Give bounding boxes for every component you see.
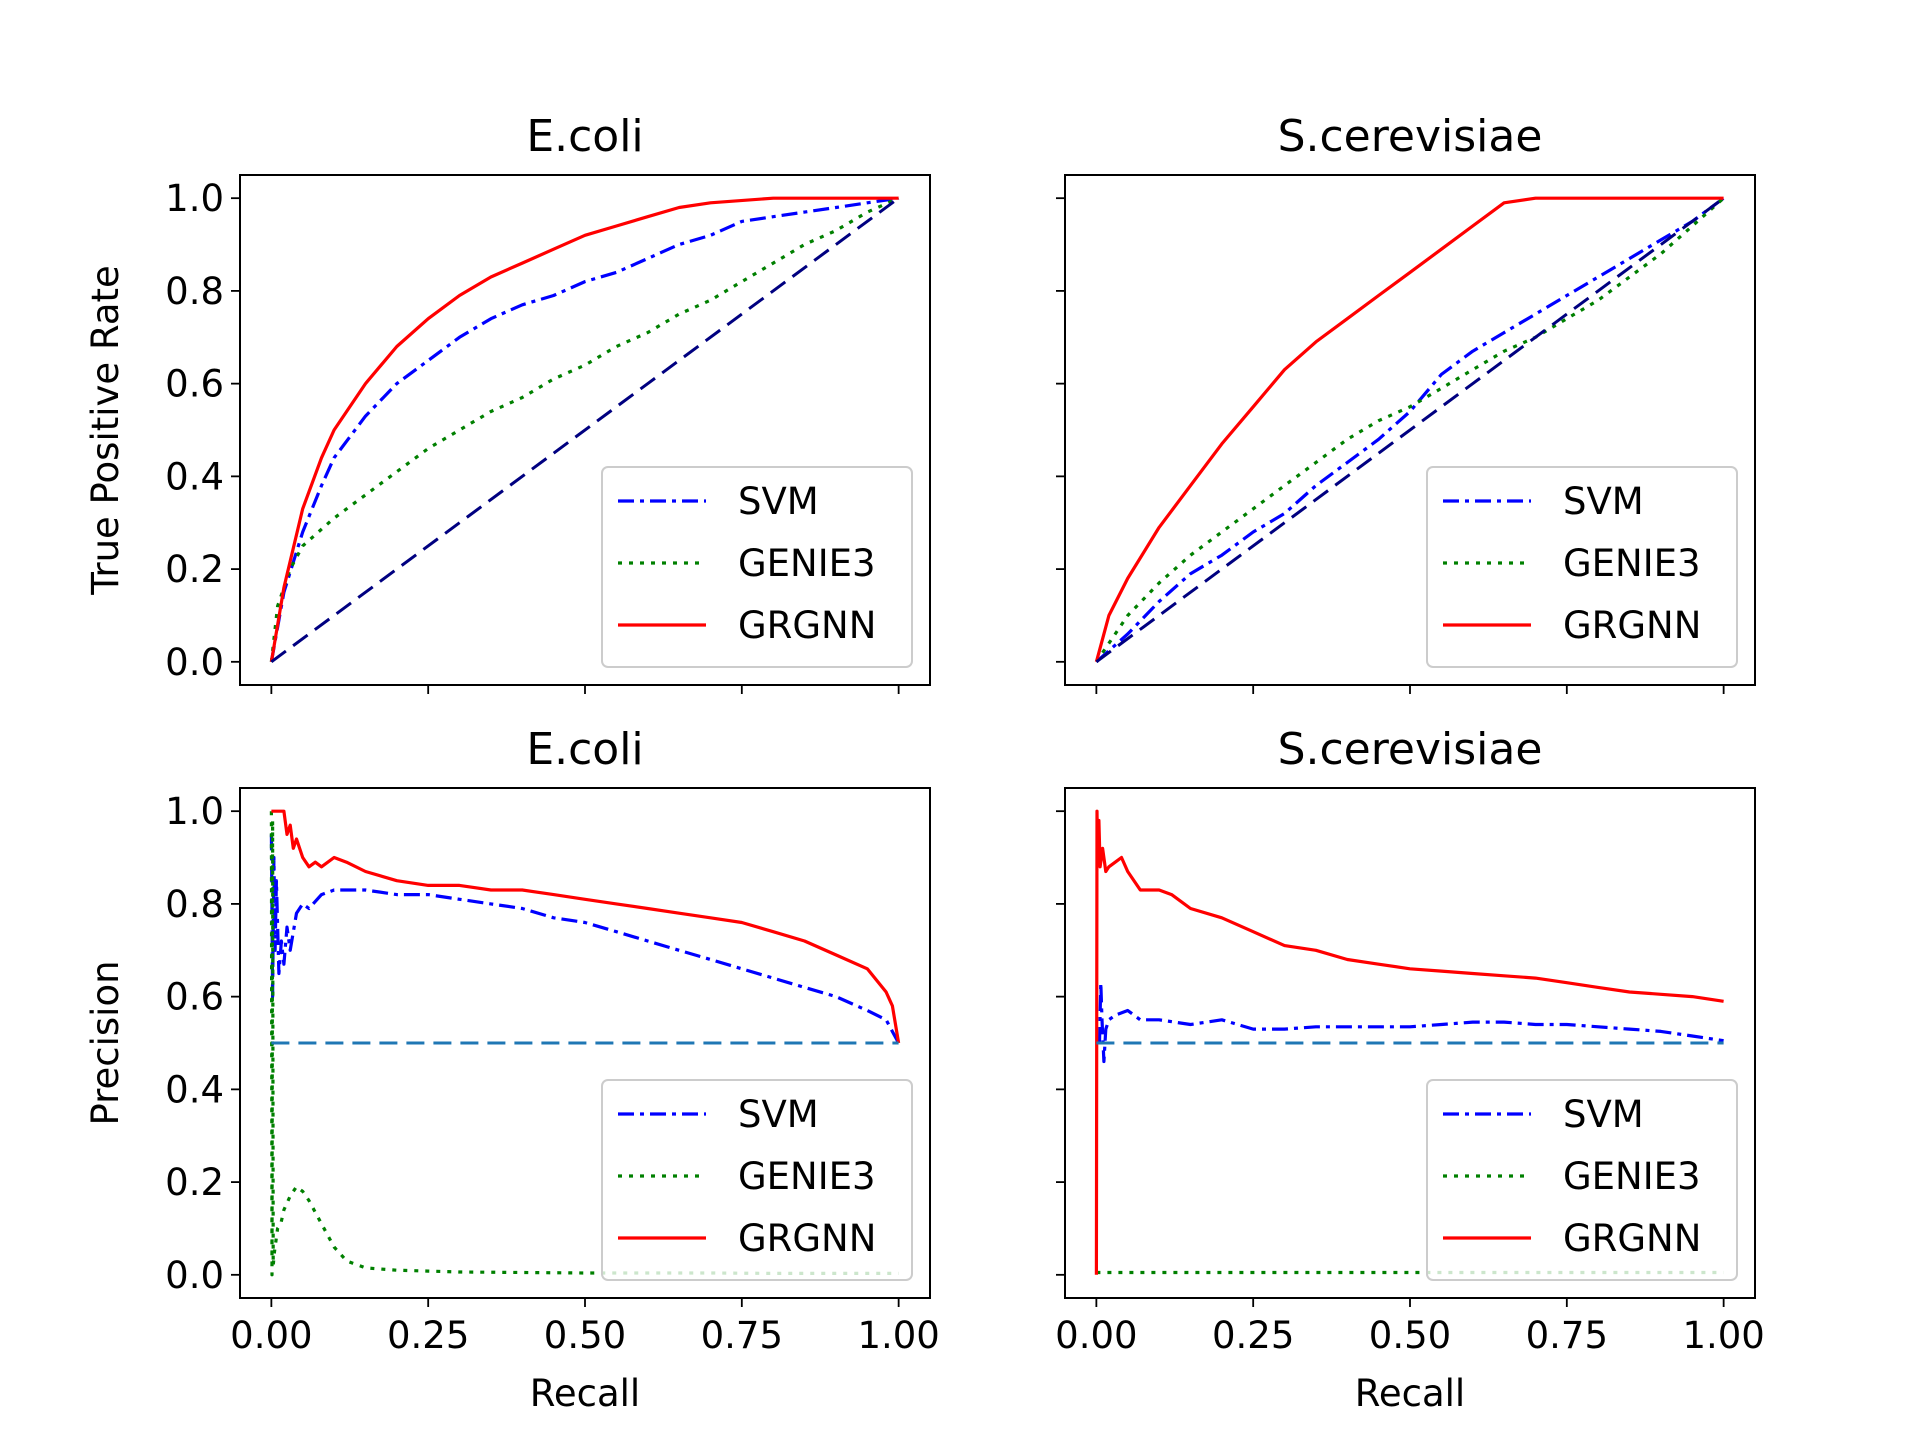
baseline-line (270, 196, 900, 664)
legend-label-svm: SVM (1563, 480, 1644, 523)
series-line-genie3 (269, 196, 900, 662)
legend-label-genie3: GENIE3 (1563, 542, 1701, 585)
legend: SVM GENIE3 GRGNN (601, 1079, 913, 1281)
x-tick-label: 0.50 (1369, 1314, 1451, 1357)
chart-title: E.coli (526, 724, 643, 775)
x-tick-label: 0.00 (230, 1314, 312, 1357)
x-tick-label: 0.75 (701, 1314, 783, 1357)
legend-label-grgnn: GRGNN (1563, 1217, 1701, 1260)
legend-label-grgnn: GRGNN (738, 1217, 876, 1260)
x-tick-label: 0.25 (1212, 1314, 1294, 1357)
y-tick-label: 0.4 (165, 455, 224, 498)
legend-box (1426, 1079, 1738, 1281)
legend-label-genie3: GENIE3 (738, 542, 876, 585)
x-tick-label: 0.00 (1055, 1314, 1137, 1357)
y-tick-label: 0.6 (165, 976, 224, 1019)
y-tick-label: 0.2 (165, 548, 224, 591)
chart-panel-1: 0.0 0.2 0.4 0.6 0.8 1.0 E.coli True Positive Ra… (84, 111, 931, 694)
y-tick-label: 0.0 (165, 1254, 224, 1297)
y-tick-label: 0.8 (165, 883, 224, 926)
legend-box (1426, 466, 1738, 668)
x-axis-label: Recall (1355, 1372, 1465, 1415)
x-tick-label: 1.00 (1682, 1314, 1764, 1357)
legend: SVM GENIE3 GRGNN (1426, 1079, 1738, 1281)
baseline-line (1095, 196, 1725, 664)
y-tick-label: 0.8 (165, 270, 224, 313)
legend-label-svm: SVM (738, 480, 819, 523)
chart-title: S.cerevisiae (1278, 111, 1543, 162)
legend: SVM GENIE3 GRGNN (601, 466, 913, 668)
chart-panel-2: S.cerevisiae SVM GENIE3 GRGNN (1056, 111, 1756, 694)
chart-panel-3: 0.00 0.25 0.50 0.75 1.00 0.0 0.2 0.4 0.6 0.8 1.0 E.… (84, 724, 940, 1415)
series-line-grgnn (1094, 809, 1724, 1275)
x-tick-label: 0.25 (387, 1314, 469, 1357)
legend-label-grgnn: GRGNN (738, 604, 876, 647)
series-line-grgnn (269, 196, 899, 663)
legend-label-grgnn: GRGNN (1563, 604, 1701, 647)
y-tick-label: 0.2 (165, 1161, 224, 1204)
legend-box (601, 466, 913, 668)
x-tick-label: 0.50 (544, 1314, 626, 1357)
x-tick-label: 1.00 (857, 1314, 939, 1357)
legend: SVM GENIE3 GRGNN (1426, 466, 1738, 668)
y-tick-label: 0.4 (165, 1068, 224, 1111)
legend-label-svm: SVM (738, 1093, 819, 1136)
series-line-grgnn (1094, 196, 1724, 663)
series-line-svm (1095, 196, 1725, 663)
legend-label-genie3: GENIE3 (1563, 1155, 1701, 1198)
x-tick-label: 0.75 (1526, 1314, 1608, 1357)
y-tick-label: 1.0 (165, 177, 224, 220)
legend-label-svm: SVM (1563, 1093, 1644, 1136)
y-tick-label: 0.6 (165, 363, 224, 406)
series-line-svm (269, 834, 901, 1044)
legend-label-genie3: GENIE3 (738, 1155, 876, 1198)
series-line-svm (269, 196, 899, 663)
legend-box (601, 1079, 913, 1281)
chart-title: S.cerevisiae (1278, 724, 1543, 775)
y-tick-label: 1.0 (165, 790, 224, 833)
y-tick-label: 0.0 (165, 641, 224, 684)
chart-title: E.coli (526, 111, 643, 162)
y-axis-label: Precision (84, 960, 127, 1125)
chart-panel-4: 0.00 0.25 0.50 0.75 1.00 S.cerevisiae Recall SV… (1055, 724, 1765, 1415)
y-axis-label: True Positive Rate (84, 265, 127, 596)
series-line-genie3 (1095, 197, 1725, 663)
series-line-grgnn (271, 809, 901, 1044)
x-axis-label: Recall (530, 1372, 640, 1415)
series-line-svm (1097, 981, 1724, 1064)
